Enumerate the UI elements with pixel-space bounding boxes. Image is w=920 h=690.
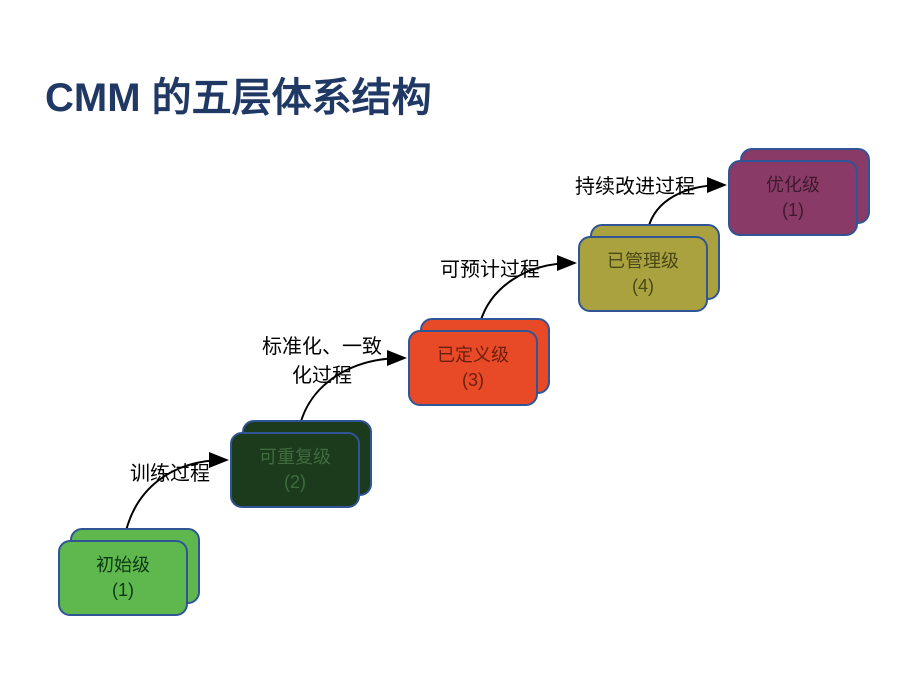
level-box-4: 已管理级(4) <box>578 236 708 312</box>
level-number-2: (2) <box>284 470 306 495</box>
level-title-3: 已定义级 <box>437 343 509 368</box>
level-number-1: (1) <box>112 578 134 603</box>
arrow-label-4: 持续改进过程 <box>555 170 715 199</box>
level-title-1: 初始级 <box>96 553 150 578</box>
slide-title: CMM 的五层体系结构 <box>45 65 432 123</box>
level-number-3: (3) <box>462 368 484 393</box>
arrow-label-2: 标准化、一致 化过程 <box>242 330 402 388</box>
level-title-2: 可重复级 <box>259 445 331 470</box>
level-box-3: 已定义级(3) <box>408 330 538 406</box>
level-box-2: 可重复级(2) <box>230 432 360 508</box>
level-number-4: (4) <box>632 274 654 299</box>
level-title-4: 已管理级 <box>607 249 679 274</box>
level-box-5: 优化级(1) <box>728 160 858 236</box>
cmm-diagram-slide: CMM 的五层体系结构 初始级(1)可重复级(2)已定义级(3)已管理级(4)优… <box>0 0 920 690</box>
level-number-5: (1) <box>782 198 804 223</box>
level-box-1: 初始级(1) <box>58 540 188 616</box>
level-title-5: 优化级 <box>766 173 820 198</box>
arrow-label-1: 训练过程 <box>110 457 230 486</box>
arrow-label-3: 可预计过程 <box>420 253 560 282</box>
